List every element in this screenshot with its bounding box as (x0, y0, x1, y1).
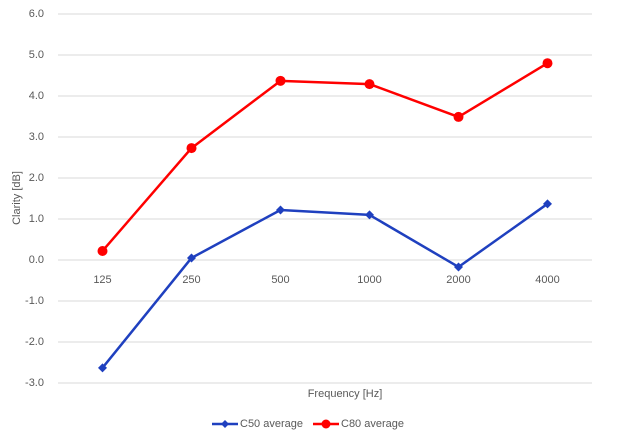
x-axis-label: Frequency [Hz] (308, 388, 383, 400)
series-line (101, 202, 549, 369)
marker (276, 205, 285, 215)
y-tick-label: -1.0 (25, 295, 44, 307)
x-tick-label: 250 (182, 274, 200, 286)
marker (275, 75, 286, 86)
legend-label: C50 average (240, 418, 303, 430)
y-tick-label: 0.0 (29, 254, 44, 266)
marker (454, 262, 463, 272)
marker (364, 79, 375, 90)
y-axis-label: Clarity [dB] (11, 171, 23, 225)
marker (186, 143, 197, 154)
y-tick-label: 4.0 (29, 90, 44, 102)
legend-marker (221, 420, 229, 428)
y-tick-label: 2.0 (29, 172, 44, 184)
legend-marker (321, 419, 331, 429)
y-tick-label: -3.0 (25, 377, 44, 389)
legend-label: C80 average (341, 418, 404, 430)
x-tick-label: 2000 (446, 274, 470, 286)
y-tick-label: 3.0 (29, 131, 44, 143)
marker (365, 210, 374, 220)
y-tick-label: -2.0 (25, 336, 44, 348)
marker (98, 363, 107, 373)
marker (542, 58, 553, 69)
marker (453, 111, 464, 122)
y-tick-label: 5.0 (29, 49, 44, 61)
x-tick-label: 4000 (535, 274, 559, 286)
y-tick-label: 1.0 (29, 213, 44, 225)
series-line (101, 62, 549, 252)
marker (97, 245, 108, 256)
x-tick-label: 125 (93, 274, 111, 286)
x-tick-label: 500 (271, 274, 289, 286)
x-tick-label: 1000 (357, 274, 381, 286)
marker (543, 199, 552, 209)
marker (187, 253, 196, 263)
y-tick-label: 6.0 (29, 8, 44, 20)
